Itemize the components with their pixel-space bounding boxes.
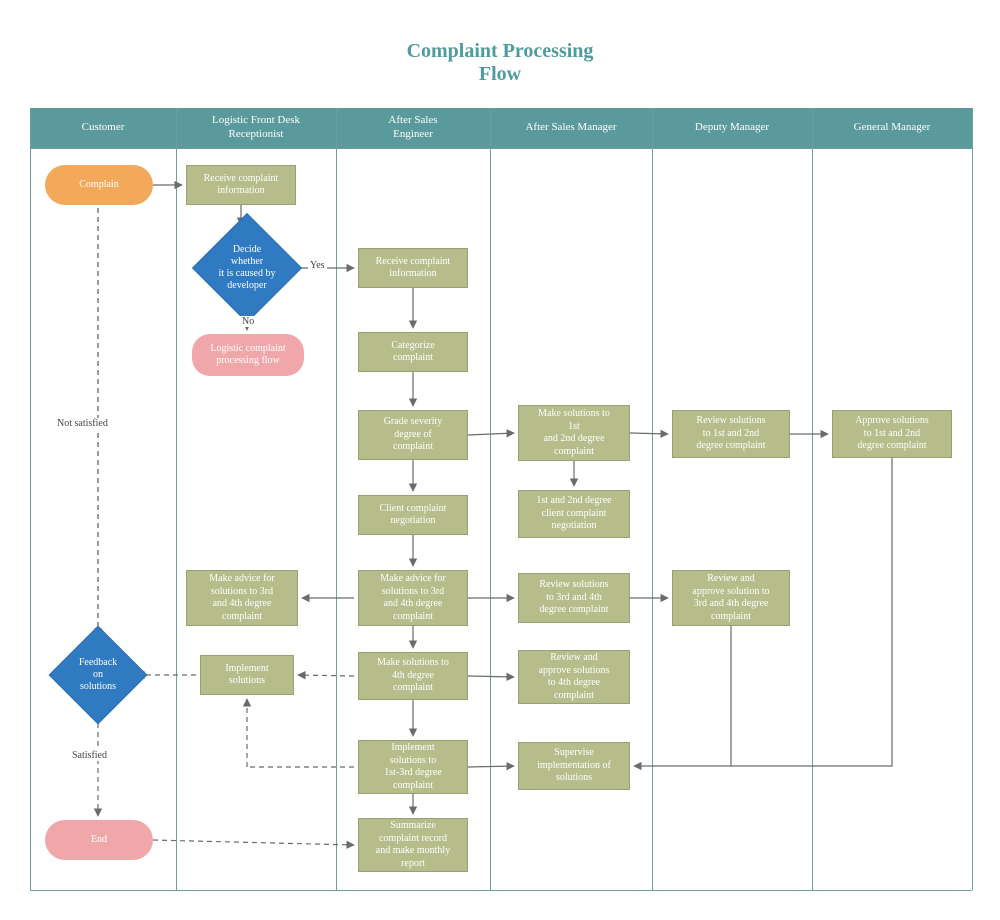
node-make_sol_12: Make solutions to1stand 2nd degreecompla… xyxy=(518,405,630,461)
edge xyxy=(153,840,354,845)
node-approve_4: Review andapprove solutionsto 4th degree… xyxy=(518,650,630,704)
node-end: End xyxy=(45,820,153,860)
title-line1: Complaint Processing xyxy=(0,40,1000,63)
node-complain: Complain xyxy=(45,165,153,205)
edge-label: No xyxy=(240,316,256,327)
node-review_34: Review solutionsto 3rd and 4thdegree com… xyxy=(518,573,630,623)
edge xyxy=(468,676,514,677)
lane-divider xyxy=(176,108,177,890)
node-neg_client: Client complaintnegotiation xyxy=(358,495,468,535)
lane-header-general: General Manager xyxy=(812,108,972,148)
lane-divider xyxy=(812,108,813,890)
edge-label: Satisfied xyxy=(70,750,109,761)
lane-header-logistic: Logistic Front DeskReceptionist xyxy=(176,108,336,148)
swimlane-bottom-border xyxy=(30,890,972,891)
flowchart-canvas: Complaint Processing Flow CustomerLogist… xyxy=(0,0,1000,920)
node-feedback: Feedback onsolutions xyxy=(63,640,133,710)
lane-divider xyxy=(490,108,491,890)
node-advice_34_a: Make advice forsolutions to 3rdand 4th d… xyxy=(186,570,298,626)
node-advice_34_b: Make advice forsolutions to 3rdand 4th d… xyxy=(358,570,468,626)
lane-divider xyxy=(652,108,653,890)
node-summary: Summarizecomplaint recordand make monthl… xyxy=(358,818,468,872)
lane-divider xyxy=(30,108,31,890)
lane-header-deputy: Deputy Manager xyxy=(652,108,812,148)
lane-divider xyxy=(972,108,973,890)
edge xyxy=(630,433,668,434)
swimlane-header-bottom-border xyxy=(30,148,972,149)
lane-divider xyxy=(336,108,337,890)
node-approve_34: Review andapprove solution to3rd and 4th… xyxy=(672,570,790,626)
node-neg_12: 1st and 2nd degreeclient complaintnegoti… xyxy=(518,490,630,538)
lane-header-manager: After Sales Manager xyxy=(490,108,652,148)
node-review_12: Review solutionsto 1st and 2nddegree com… xyxy=(672,410,790,458)
node-recv_info_1: Receive complaintinformation xyxy=(186,165,296,205)
node-label: Feedback onsolutions xyxy=(63,640,133,710)
edge-label: Not satisfied xyxy=(55,418,110,429)
node-recv_info_2: Receive complaintinformation xyxy=(358,248,468,288)
node-impl_13: Implementsolutions to1st-3rd degreecompl… xyxy=(358,740,468,794)
node-impl_sol: Implementsolutions xyxy=(200,655,294,695)
flowchart-title: Complaint Processing Flow xyxy=(0,40,1000,86)
edge-label: Yes xyxy=(308,260,327,271)
node-sol_4: Make solutions to4th degreecomplaint xyxy=(358,652,468,700)
node-supervise: Superviseimplementation ofsolutions xyxy=(518,742,630,790)
lane-header-customer: Customer xyxy=(30,108,176,148)
node-label: Decide whetherit is caused bydeveloper xyxy=(208,229,286,307)
title-line2: Flow xyxy=(0,63,1000,86)
node-logflow: Logistic complaintprocessing flow xyxy=(192,334,304,376)
node-grade: Grade severitydegree ofcomplaint xyxy=(358,410,468,460)
edge xyxy=(468,433,514,435)
node-approve_12: Approve solutionsto 1st and 2nddegree co… xyxy=(832,410,952,458)
node-categorize: Categorizecomplaint xyxy=(358,332,468,372)
lane-header-engineer: After SalesEngineer xyxy=(336,108,490,148)
node-decide: Decide whetherit is caused bydeveloper xyxy=(208,229,286,307)
edge xyxy=(298,675,354,676)
edge xyxy=(45,185,99,636)
edge xyxy=(468,766,514,767)
